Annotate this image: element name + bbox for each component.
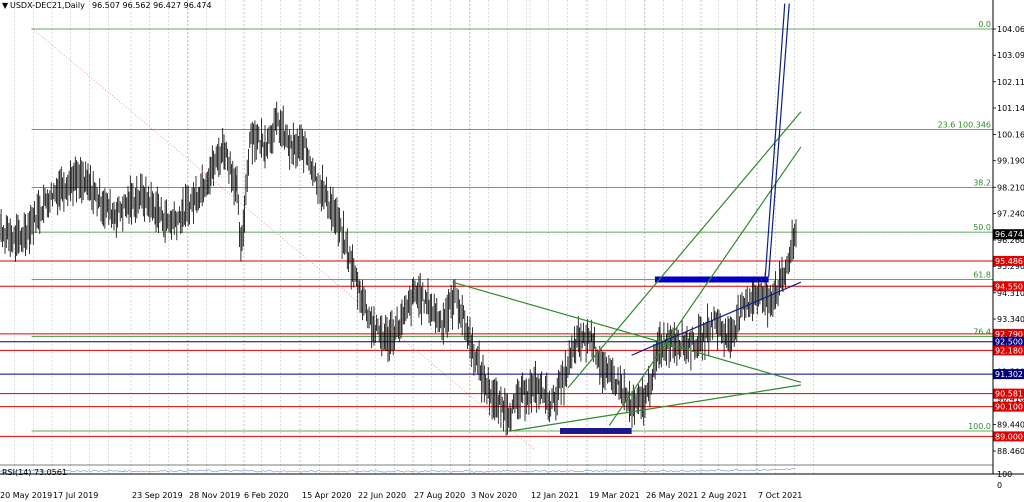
price-level-label: 92.500 [995,338,1023,347]
y-tick-label: 98.210 [997,183,1024,192]
price-level-tag [993,401,1024,412]
price-level-label: 90.100 [995,403,1023,412]
y-tick-label: 100.160 [997,131,1024,140]
x-tick-label: 17 Jul 2019 [53,491,98,500]
price-level-label: 95.486 [995,257,1023,266]
x-tick-label: 12 Jan 2021 [531,491,579,500]
price-level-tag [993,336,1024,347]
x-tick-label: 23 Sep 2019 [132,491,183,500]
current-price-label: 96.474 [995,230,1023,239]
y-tick-label: 97.240 [997,209,1024,218]
fib-level-label: 23.6 100.346 [938,120,991,129]
price-level-label: 89.000 [995,432,1023,441]
price-level-label: 92.790 [995,330,1023,339]
y-tick-label: 99.190 [997,157,1024,166]
y-tick-label: 90.410 [997,394,1024,403]
x-tick-label: 2 Aug 2021 [701,491,747,500]
price-level-tag [993,255,1024,266]
price-level-tag [993,345,1024,356]
x-tick-label: 15 Apr 2020 [302,491,351,500]
zone-bar[interactable] [654,276,769,283]
rsi-scale-bottom: 0 [997,481,1002,490]
price-level-tag [993,369,1024,380]
y-tick-label: 89.440 [997,420,1024,429]
ohlc-values: 96.507 96.562 96.427 96.474 [92,1,212,10]
price-level-tag [993,328,1024,339]
rsi-line [0,468,796,473]
trendline[interactable] [510,384,801,432]
fib-level-label: 61.8 [973,270,991,279]
price-level-label: 94.550 [995,282,1023,291]
rsi-label: RSI(14) 73.0561 [2,468,67,477]
price-level-tag [993,388,1024,399]
dropdown-arrow-icon[interactable]: ▼ [2,1,9,10]
x-tick-label: 6 Feb 2020 [244,491,289,500]
price-level-label: 92.180 [995,346,1023,355]
x-tick-label: 22 Jun 2020 [358,491,406,500]
fib-level-label: 38.2 [973,179,991,188]
price-level-label: 90.581 [995,390,1023,399]
trendline[interactable] [631,281,802,356]
fib-level-label: 76.4 [973,327,991,336]
fib-level-label: 50.0 [973,223,991,232]
trendline[interactable] [768,3,790,277]
y-tick-label: 96.260 [997,236,1024,245]
price-level-tag [993,431,1024,442]
y-tick-label: 104.060 [997,25,1024,34]
trendline[interactable] [452,281,802,383]
x-tick-label: 20 May 2019 [0,491,52,500]
x-tick-label: 19 Mar 2021 [589,491,640,500]
y-tick-label: 94.310 [997,289,1024,298]
x-tick-label: 28 Nov 2019 [189,491,240,500]
y-tick-label: 95.290 [997,262,1024,271]
trendline[interactable] [764,3,786,280]
price-level-tag [993,281,1024,292]
y-tick-label: 101.140 [997,104,1024,113]
trendline[interactable] [608,146,802,426]
y-tick-label: 102.110 [997,78,1024,87]
fib-level-label: 0.0 [978,20,991,29]
fib-level-label: 100.0 [968,422,991,431]
current-price-tag [993,229,1024,240]
price-level-label: 91.302 [995,370,1023,379]
rsi-scale-top: 100 [997,470,1012,479]
trendline[interactable] [567,111,802,389]
y-tick-label: 103.090 [997,51,1024,60]
zone-bar[interactable] [559,427,632,434]
y-tick-label: 88.460 [997,447,1024,456]
x-tick-label: 3 Nov 2020 [471,491,517,500]
x-tick-label: 7 Oct 2021 [758,491,802,500]
y-tick-label: 93.340 [997,315,1024,324]
symbol-label: USDX-DEC21,Daily [10,1,85,10]
x-tick-label: 27 Aug 2020 [414,491,465,500]
x-tick-label: 26 May 2021 [646,491,698,500]
